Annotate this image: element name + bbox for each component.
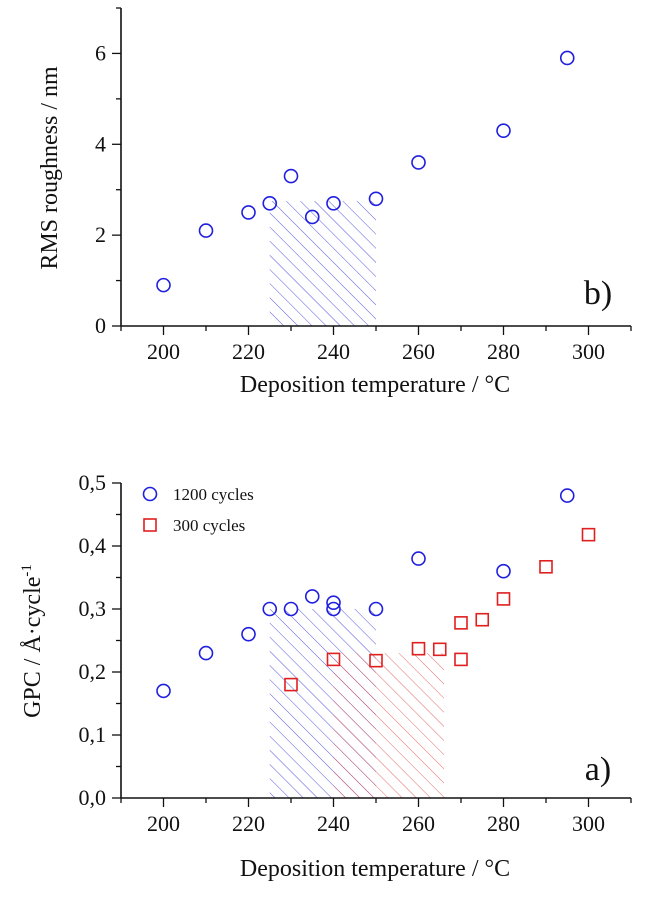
x-tick-label-a: 260 bbox=[402, 811, 435, 836]
y-tick-label-b: 0 bbox=[95, 313, 106, 338]
legend-marker-1200 bbox=[142, 486, 158, 502]
data-point-c300 bbox=[496, 592, 511, 606]
x-tick-label-a: 200 bbox=[147, 811, 180, 836]
data-point-c300 bbox=[432, 642, 447, 657]
x-axis-title-a: Deposition temperature / °C bbox=[240, 856, 510, 882]
data-point-c1200 bbox=[262, 601, 278, 617]
data-point-c300 bbox=[411, 641, 426, 656]
x-tick-label-b: 240 bbox=[317, 339, 350, 364]
data-point-c300 bbox=[475, 612, 490, 627]
data-point-c1200 bbox=[198, 645, 214, 661]
data-point-c1200 bbox=[283, 601, 299, 617]
legend: 1200 cycles 300 cycles bbox=[142, 485, 254, 535]
y-axis-title-b: RMS roughness / nm bbox=[37, 66, 63, 270]
y-tick-label-b: 6 bbox=[95, 40, 106, 65]
y-tick-label-a: 0,3 bbox=[79, 596, 107, 621]
data-point-rms bbox=[368, 191, 384, 207]
x-tick-label-b: 260 bbox=[402, 339, 435, 364]
legend-label-1200: 1200 cycles bbox=[173, 485, 254, 504]
data-point-c1200 bbox=[559, 488, 575, 503]
data-point-c1200 bbox=[304, 589, 320, 604]
x-tick-label-b: 280 bbox=[487, 339, 520, 364]
hatched-region-a-1 bbox=[333, 653, 444, 798]
axes-layer: 200 220 240 260 280 300 0,0 0,1 0,2 0,3 0,4 0,5 bbox=[79, 470, 632, 836]
data-point-c1200 bbox=[496, 563, 511, 579]
panel-label-b: b) bbox=[584, 275, 612, 312]
data-point-rms bbox=[156, 277, 171, 293]
hatch-layer bbox=[269, 201, 376, 326]
data-point-rms bbox=[326, 196, 341, 211]
data-point-rms bbox=[496, 123, 511, 138]
marks-layer bbox=[156, 488, 596, 699]
y-tick-label-a: 0,2 bbox=[79, 659, 107, 684]
y-axis-title-a-superscript: -1 bbox=[19, 564, 35, 577]
data-point-c300 bbox=[326, 652, 341, 667]
data-point-rms bbox=[411, 155, 426, 170]
data-point-c1200 bbox=[326, 601, 341, 617]
data-point-c300 bbox=[581, 527, 596, 542]
data-point-rms bbox=[198, 223, 214, 238]
legend-label-300: 300 cycles bbox=[173, 516, 245, 535]
x-tick-label-b: 220 bbox=[232, 339, 265, 364]
data-point-c300 bbox=[454, 616, 468, 630]
y-tick-label-a: 0,5 bbox=[79, 470, 107, 495]
data-point-rms bbox=[262, 196, 278, 211]
data-point-c300 bbox=[284, 677, 298, 692]
data-point-c1200 bbox=[241, 626, 256, 642]
x-tick-label-a: 280 bbox=[487, 811, 520, 836]
panel-b-roughness: 200 220 240 260 280 300 0 2 4 6 b) Deposition tem… bbox=[37, 7, 632, 398]
axes-layer: 200 220 240 260 280 300 0 2 4 6 bbox=[95, 7, 632, 364]
data-point-c1200 bbox=[411, 551, 426, 566]
y-tick-label-b: 4 bbox=[95, 131, 106, 156]
x-tick-label-b: 200 bbox=[147, 339, 180, 364]
y-tick-label-b: 2 bbox=[95, 222, 106, 247]
data-point-rms bbox=[559, 50, 575, 66]
x-tick-label-a: 220 bbox=[232, 811, 265, 836]
data-point-rms bbox=[304, 209, 320, 225]
marks-layer bbox=[156, 50, 575, 293]
y-tick-label-a: 0,4 bbox=[79, 533, 107, 558]
data-point-c300 bbox=[539, 559, 553, 574]
data-point-c1200 bbox=[326, 595, 341, 611]
data-point-c1200 bbox=[156, 683, 171, 699]
data-point-c300 bbox=[369, 653, 383, 668]
y-tick-label-a: 0,1 bbox=[79, 722, 107, 747]
y-tick-label-a: 0,0 bbox=[79, 785, 107, 810]
data-point-c1200 bbox=[368, 601, 384, 617]
hatched-region-b-0 bbox=[269, 201, 376, 326]
legend-marker-300 bbox=[143, 518, 157, 532]
data-point-rms bbox=[241, 205, 256, 220]
y-axis-title-a: GPC / Å·cycle-1 bbox=[19, 564, 46, 718]
panel-label-a: a) bbox=[585, 751, 611, 788]
x-tick-label-b: 300 bbox=[572, 339, 605, 364]
y-axis-title-a-main: GPC / Å·cycle bbox=[20, 577, 46, 718]
data-point-c300 bbox=[454, 652, 468, 667]
x-tick-label-a: 300 bbox=[572, 811, 605, 836]
data-point-rms bbox=[283, 168, 299, 184]
x-tick-label-a: 240 bbox=[317, 811, 350, 836]
hatch-layer bbox=[269, 609, 444, 798]
x-axis-title-b: Deposition temperature / °C bbox=[240, 372, 510, 398]
